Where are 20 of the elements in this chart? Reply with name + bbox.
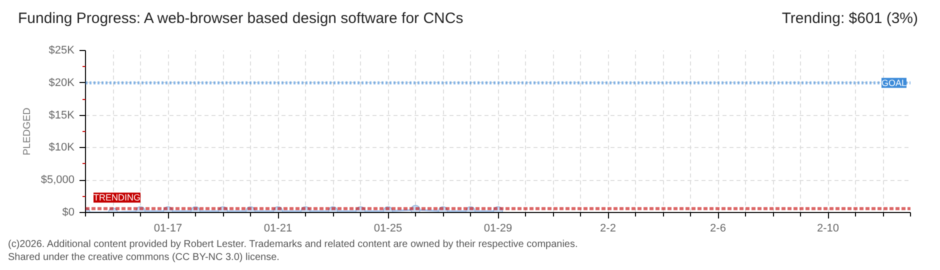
y-tick-label: $5,000 xyxy=(40,174,75,186)
y-tick-label: $25K xyxy=(48,44,76,56)
ref-line-label: GOAL xyxy=(881,78,907,88)
x-tick-label: 01-21 xyxy=(264,222,292,234)
ref-line-label: TRENDING xyxy=(94,192,140,203)
x-tick-label: 2-2 xyxy=(600,222,616,234)
y-tick-label: $0 xyxy=(62,206,75,218)
x-tick-label: 01-25 xyxy=(374,222,402,234)
text: (c)2026. Additional content provided by Robert Lester. Trademarks and related content are owned by their respective companies. xyxy=(8,239,578,250)
y-tick-label: $20K xyxy=(48,76,76,89)
x-tick-label: 01-29 xyxy=(484,222,512,234)
x-tick-label: 2-6 xyxy=(710,222,726,234)
y-tick-label: $10K xyxy=(48,142,76,154)
text: Shared under the creative commons (CC BY-NC 3.0) license. xyxy=(8,252,280,263)
x-tick-label: 01-17 xyxy=(154,222,182,234)
chart-title: Funding Progress: A web-browser based design software for CNCs xyxy=(18,9,464,29)
y-tick-label: $15K xyxy=(48,109,76,122)
y-axis-title: PLEDGED xyxy=(22,108,33,156)
x-tick-label: 2-10 xyxy=(816,222,840,234)
text: Trending: $601 (3%) xyxy=(782,9,918,29)
